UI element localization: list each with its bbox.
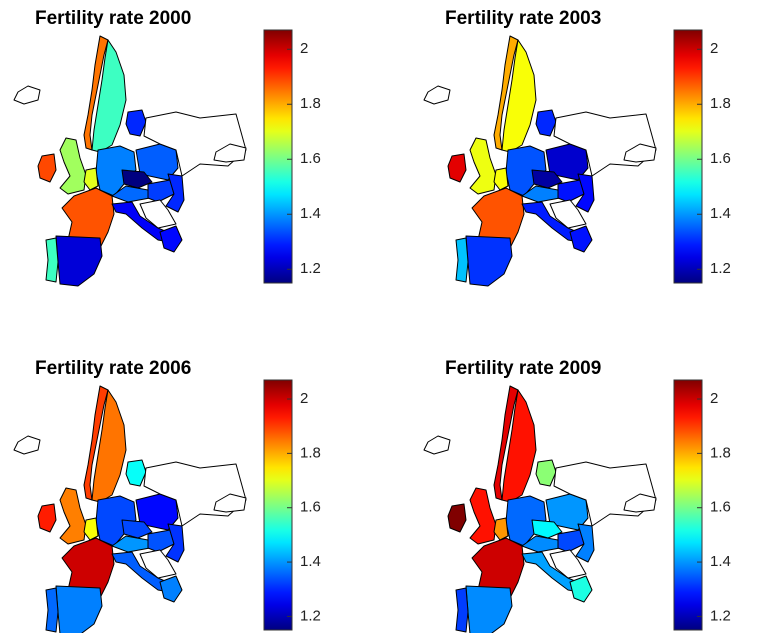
colorbar bbox=[673, 29, 703, 284]
region bbox=[423, 85, 451, 105]
region bbox=[45, 587, 59, 633]
region bbox=[147, 179, 175, 203]
region bbox=[83, 385, 109, 501]
region bbox=[83, 517, 99, 541]
region bbox=[535, 109, 557, 137]
region bbox=[147, 529, 175, 553]
region bbox=[455, 587, 469, 633]
colorbar-tick-label: 2 bbox=[710, 390, 718, 407]
colorbar-tick-label: 1.4 bbox=[300, 553, 321, 570]
region bbox=[13, 435, 41, 455]
region bbox=[121, 519, 153, 539]
region bbox=[493, 167, 509, 191]
region bbox=[493, 385, 519, 501]
colorbar-tick-label: 1.2 bbox=[300, 607, 321, 624]
map-title: Fertility rate 2006 bbox=[35, 358, 191, 379]
region bbox=[447, 503, 467, 533]
map-panel: Fertility rate 2009 1.2 1.4 1.6 1.8 2 bbox=[423, 358, 731, 633]
region bbox=[423, 435, 451, 455]
region bbox=[13, 85, 41, 105]
region bbox=[139, 199, 177, 229]
region bbox=[159, 575, 183, 603]
region bbox=[531, 519, 563, 539]
region bbox=[37, 153, 57, 183]
region bbox=[569, 225, 593, 253]
map-panel: Fertility rate 2000 1.2 1.4 1.6 1.8 2 bbox=[13, 8, 321, 287]
region bbox=[125, 109, 147, 137]
region bbox=[549, 549, 587, 579]
colorbar bbox=[263, 29, 293, 284]
region bbox=[139, 549, 177, 579]
region bbox=[557, 179, 585, 203]
region bbox=[535, 459, 557, 487]
map-title: Fertility rate 2003 bbox=[445, 8, 601, 29]
region bbox=[623, 493, 657, 513]
colorbar-tick-label: 1.6 bbox=[300, 150, 321, 167]
colorbar-tick-label: 2 bbox=[300, 40, 308, 57]
colorbar-tick-label: 2 bbox=[300, 390, 308, 407]
region bbox=[125, 459, 147, 487]
colorbar-tick-label: 1.8 bbox=[300, 95, 321, 112]
region bbox=[569, 575, 593, 603]
colorbar-tick-label: 2 bbox=[710, 40, 718, 57]
region bbox=[465, 585, 513, 633]
map-title: Fertility rate 2000 bbox=[35, 8, 191, 29]
region bbox=[549, 199, 587, 229]
region bbox=[557, 529, 585, 553]
region bbox=[59, 137, 87, 195]
colorbar-tick-label: 1.6 bbox=[300, 499, 321, 516]
colorbar-tick-label: 1.6 bbox=[710, 150, 731, 167]
map-title: Fertility rate 2009 bbox=[445, 358, 601, 379]
colorbar-tick-label: 1.8 bbox=[300, 444, 321, 461]
region bbox=[493, 517, 509, 541]
colorbar-tick-label: 1.4 bbox=[710, 553, 731, 570]
region bbox=[83, 167, 99, 191]
region bbox=[121, 169, 153, 189]
colorbar-tick-label: 1.2 bbox=[710, 260, 731, 277]
region bbox=[493, 35, 519, 151]
colorbar bbox=[673, 379, 703, 631]
region bbox=[55, 585, 103, 633]
colorbar-tick-label: 1.2 bbox=[300, 260, 321, 277]
colorbar-tick-label: 1.6 bbox=[710, 499, 731, 516]
colorbar-tick-label: 1.8 bbox=[710, 444, 731, 461]
map-panel: Fertility rate 2006 1.2 1.4 1.6 1.8 2 bbox=[13, 358, 321, 633]
map-panel: Fertility rate 2003 1.2 1.4 1.6 1.8 2 bbox=[423, 8, 731, 287]
colorbar-tick-label: 1.2 bbox=[710, 607, 731, 624]
region bbox=[455, 237, 469, 283]
region bbox=[37, 503, 57, 533]
region bbox=[623, 143, 657, 163]
region bbox=[465, 235, 513, 287]
region bbox=[159, 225, 183, 253]
region bbox=[83, 35, 109, 151]
colorbar-tick-label: 1.4 bbox=[300, 205, 321, 222]
region bbox=[55, 235, 103, 287]
colorbar-tick-label: 1.8 bbox=[710, 95, 731, 112]
colorbar-tick-label: 1.4 bbox=[710, 205, 731, 222]
region bbox=[213, 493, 247, 513]
region bbox=[531, 169, 563, 189]
colorbar bbox=[263, 379, 293, 631]
region bbox=[447, 153, 467, 183]
region bbox=[469, 137, 497, 195]
region bbox=[45, 237, 59, 283]
region bbox=[213, 143, 247, 163]
region bbox=[469, 487, 497, 545]
region bbox=[59, 487, 87, 545]
